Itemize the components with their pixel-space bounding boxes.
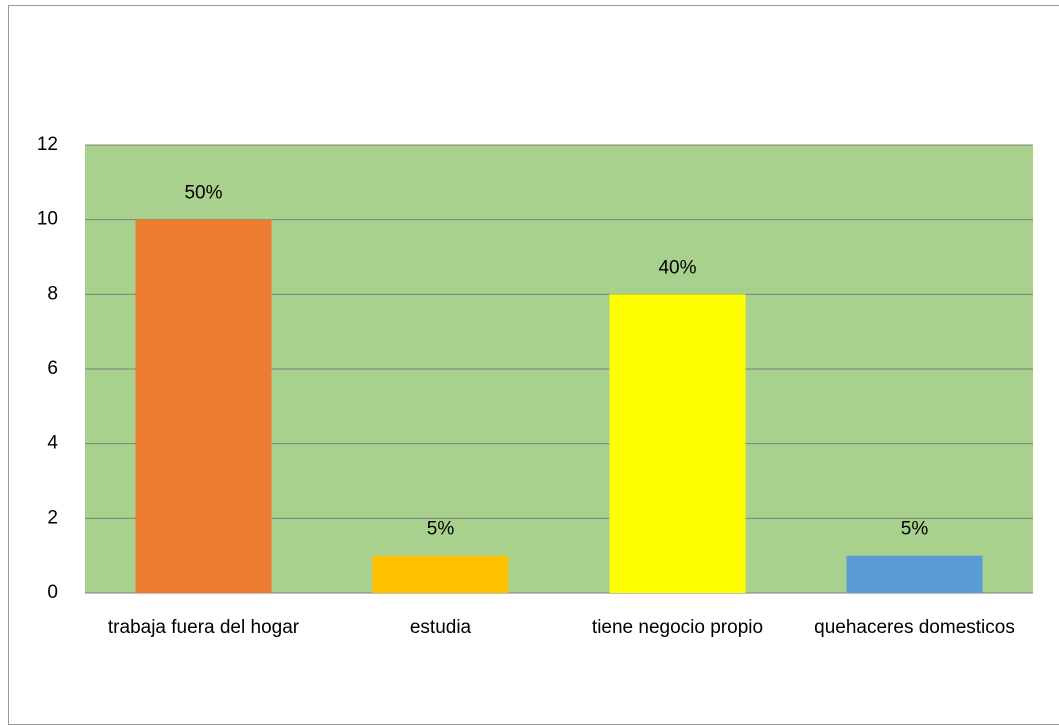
bar [846, 555, 983, 593]
bar [609, 294, 746, 593]
data-label: 5% [901, 519, 929, 540]
bar [372, 555, 509, 593]
x-tick-label: trabaja fuera del hogar [107, 617, 300, 638]
y-tick-label: 6 [47, 358, 58, 379]
y-tick-label: 0 [47, 582, 58, 603]
data-label: 40% [658, 257, 696, 278]
data-label: 5% [427, 519, 455, 540]
x-tick-label: estudia [409, 617, 472, 638]
x-tick-label: tiene negocio propio [591, 617, 764, 638]
y-tick-label: 4 [47, 433, 58, 454]
y-tick-label: 12 [37, 134, 58, 155]
x-tick-label: quehaceres domesticos [814, 617, 1015, 638]
data-label: 50% [184, 183, 222, 204]
y-tick-label: 10 [37, 209, 58, 230]
y-tick-label: 8 [47, 283, 58, 304]
y-tick-label: 2 [47, 507, 58, 528]
bar [135, 219, 272, 593]
